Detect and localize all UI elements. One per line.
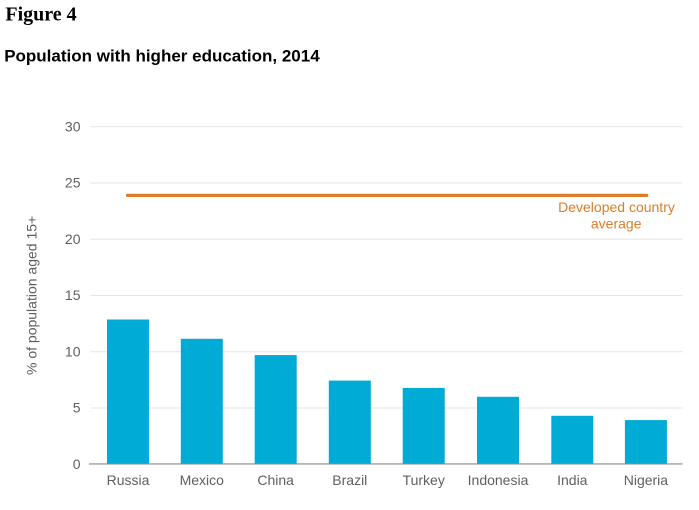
svg-text:Brazil: Brazil bbox=[332, 472, 367, 488]
svg-text:Russia: Russia bbox=[107, 472, 150, 488]
svg-text:Turkey: Turkey bbox=[403, 472, 445, 488]
svg-text:China: China bbox=[257, 472, 294, 488]
svg-text:Developed country: Developed country bbox=[558, 199, 675, 215]
svg-text:5: 5 bbox=[73, 400, 81, 416]
svg-text:Figure 4: Figure 4 bbox=[5, 4, 76, 26]
svg-text:25: 25 bbox=[65, 175, 81, 191]
svg-text:Nigeria: Nigeria bbox=[624, 472, 669, 488]
svg-text:India: India bbox=[557, 472, 588, 488]
svg-text:Population with higher educati: Population with higher education, 2014 bbox=[4, 47, 320, 66]
svg-text:Mexico: Mexico bbox=[180, 472, 225, 488]
svg-text:average: average bbox=[591, 215, 642, 231]
svg-text:% of population aged 15+: % of population aged 15+ bbox=[24, 216, 40, 375]
svg-text:0: 0 bbox=[73, 456, 81, 472]
svg-text:Indonesia: Indonesia bbox=[468, 472, 529, 488]
svg-text:30: 30 bbox=[65, 118, 81, 134]
svg-text:15: 15 bbox=[65, 287, 81, 303]
svg-text:10: 10 bbox=[65, 343, 81, 359]
svg-text:20: 20 bbox=[65, 231, 81, 247]
